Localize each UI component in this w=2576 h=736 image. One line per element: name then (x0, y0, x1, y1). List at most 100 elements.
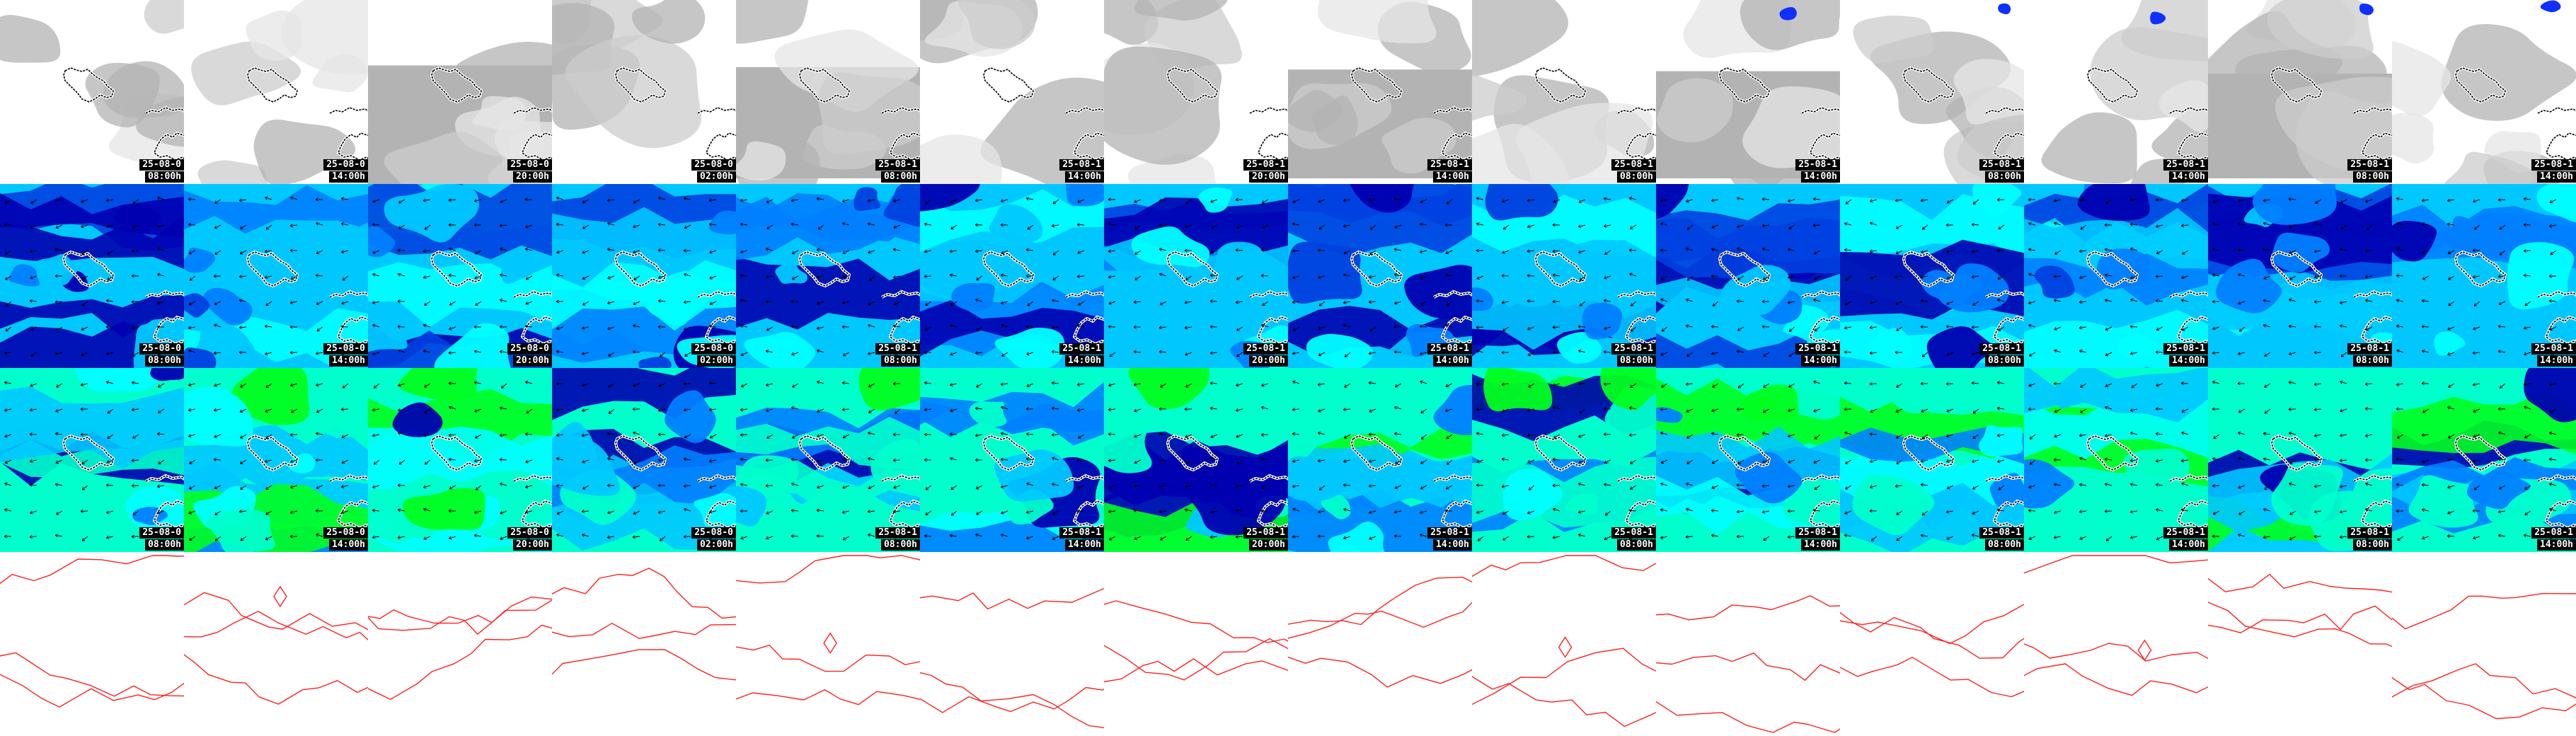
isolines-map (184, 552, 368, 736)
date-label: 25-08-1 (1611, 343, 1656, 355)
map-panel-wind-low: 25-08-0 14:00h (184, 184, 368, 368)
date-label: 25-08-0 (691, 159, 736, 171)
wind-arrows (1108, 381, 1269, 541)
wind-high-map (552, 368, 736, 552)
time-label: 14:00h (2537, 539, 2576, 551)
time-label: 08:00h (1985, 539, 2024, 551)
time-label: 20:00h (1249, 539, 1288, 551)
date-label: 25-08-0 (139, 343, 184, 355)
time-label: 20:00h (513, 539, 552, 551)
wind-high-map (1472, 368, 1656, 552)
wind-high-map (368, 368, 552, 552)
date-label: 25-08-1 (2347, 527, 2392, 539)
map-panel-wind-high: 25-08-1 14:00h (1656, 368, 1840, 552)
time-label: 14:00h (329, 539, 368, 551)
map-panel-wind-low: 25-08-1 08:00h (1472, 184, 1656, 368)
map-panel-wind-high: 25-08-0 08:00h (0, 368, 184, 552)
wind-arrows (4, 196, 165, 357)
map-panel-isolines (2208, 552, 2392, 736)
time-label: 14:00h (1065, 355, 1104, 367)
map-panel-clouds: 25-08-1 14:00h (1288, 0, 1472, 184)
time-label: 08:00h (145, 355, 184, 367)
isolines-map (552, 552, 736, 736)
date-label: 25-08-1 (1059, 343, 1104, 355)
date-label: 25-08-1 (1979, 159, 2024, 171)
wind-arrows (1844, 381, 2005, 541)
date-label: 25-08-1 (1427, 159, 1472, 171)
wind-arrows (372, 380, 533, 541)
wind-arrows (1476, 196, 1637, 357)
clouds-map (2208, 0, 2392, 184)
time-label: 14:00h (329, 355, 368, 367)
clouds-map (368, 0, 552, 184)
time-label: 02:00h (697, 171, 736, 183)
wind-high-map (184, 368, 368, 552)
map-panel-wind-high: 25-08-1 08:00h (1840, 368, 2024, 552)
map-panel-isolines (1472, 552, 1656, 736)
isolines-map (1104, 552, 1288, 736)
map-panel-isolines (920, 552, 1104, 736)
date-label: 25-08-1 (1243, 343, 1288, 355)
map-panel-wind-low: 25-08-1 20:00h (1104, 184, 1288, 368)
date-label: 25-08-0 (507, 343, 552, 355)
time-label: 14:00h (2169, 171, 2208, 183)
time-label: 08:00h (881, 171, 920, 183)
wind-low-map (1656, 184, 1840, 368)
date-label: 25-08-1 (2163, 527, 2208, 539)
wind-low-map (1288, 184, 1472, 368)
map-panel-wind-high: 25-08-1 14:00h (920, 368, 1104, 552)
time-label: 14:00h (329, 171, 368, 183)
map-panel-clouds: 25-08-1 14:00h (920, 0, 1104, 184)
wind-arrows (2028, 197, 2189, 357)
time-label: 14:00h (2169, 355, 2208, 367)
date-label: 25-08-1 (875, 159, 920, 171)
wind-low-map (1104, 184, 1288, 368)
date-label: 25-08-1 (1795, 527, 1840, 539)
date-label: 25-08-0 (139, 527, 184, 539)
map-panel-isolines (1656, 552, 1840, 736)
wind-low-map (2024, 184, 2208, 368)
time-label: 08:00h (145, 171, 184, 183)
map-panel-isolines (0, 552, 184, 736)
time-label: 14:00h (1801, 355, 1840, 367)
time-label: 08:00h (2353, 355, 2392, 367)
time-label: 14:00h (2537, 171, 2576, 183)
wind-high-map (2024, 368, 2208, 552)
date-label: 25-08-0 (323, 343, 368, 355)
clouds-map (1656, 0, 1840, 184)
isolines-map (736, 552, 920, 736)
time-label: 08:00h (1617, 171, 1656, 183)
time-label: 08:00h (2353, 539, 2392, 551)
date-label: 25-08-1 (1243, 527, 1288, 539)
map-panel-wind-low: 25-08-1 14:00h (1288, 184, 1472, 368)
map-panel-isolines (368, 552, 552, 736)
time-label: 08:00h (1985, 355, 2024, 367)
time-label: 14:00h (1065, 539, 1104, 551)
map-panel-clouds: 25-08-1 08:00h (1840, 0, 2024, 184)
date-label: 25-08-0 (691, 527, 736, 539)
map-panel-isolines (184, 552, 368, 736)
time-label: 14:00h (1433, 355, 1472, 367)
date-label: 25-08-1 (1611, 159, 1656, 171)
map-panel-wind-high: 25-08-0 20:00h (368, 368, 552, 552)
map-panel-clouds: 25-08-1 08:00h (2208, 0, 2392, 184)
wind-high-map (736, 368, 920, 552)
map-panel-isolines (736, 552, 920, 736)
wind-high-map (1104, 368, 1288, 552)
time-label: 14:00h (1433, 171, 1472, 183)
map-panel-wind-low: 25-08-1 08:00h (736, 184, 920, 368)
date-label: 25-08-1 (2531, 343, 2576, 355)
time-label: 08:00h (881, 355, 920, 367)
date-label: 25-08-1 (1059, 527, 1104, 539)
map-panel-wind-low: 25-08-1 14:00h (1656, 184, 1840, 368)
map-panel-wind-low: 25-08-1 14:00h (2392, 184, 2576, 368)
map-panel-isolines (2392, 552, 2576, 736)
wind-arrows (556, 196, 717, 357)
date-label: 25-08-1 (1979, 343, 2024, 355)
date-label: 25-08-1 (1795, 159, 1840, 171)
map-panel-clouds: 25-08-1 14:00h (2392, 0, 2576, 184)
time-label: 20:00h (513, 355, 552, 367)
map-panel-clouds: 25-08-0 20:00h (368, 0, 552, 184)
map-panel-wind-low: 25-08-1 14:00h (920, 184, 1104, 368)
isolines-map (1840, 552, 2024, 736)
